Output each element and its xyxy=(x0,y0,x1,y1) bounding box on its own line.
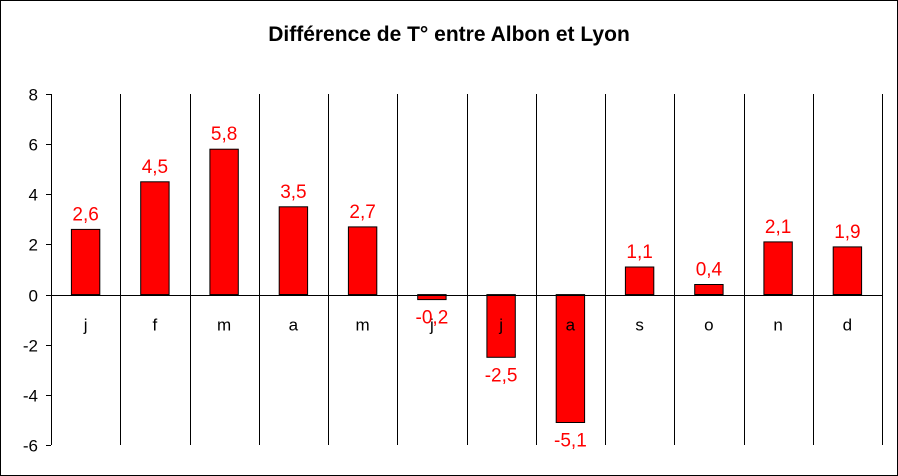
data-label: 0,4 xyxy=(696,260,723,281)
y-tick-label: 8 xyxy=(29,86,38,105)
x-tick-label: m xyxy=(217,316,231,335)
data-label: 5,8 xyxy=(211,124,237,145)
data-label: -0,2 xyxy=(416,308,449,329)
data-label: -2,5 xyxy=(485,365,518,386)
chart-title: Différence de T° entre Albon et Lyon xyxy=(268,23,630,46)
y-tick-label: 6 xyxy=(29,136,38,155)
y-tick-label: -6 xyxy=(23,437,38,456)
bar xyxy=(555,294,586,424)
bar xyxy=(486,294,516,358)
y-tick-label: -4 xyxy=(23,387,38,406)
x-tick-label: m xyxy=(356,316,370,335)
bar xyxy=(209,148,239,296)
x-tick-label: j xyxy=(498,316,503,335)
data-label: -5,1 xyxy=(554,430,587,451)
bar xyxy=(70,228,101,296)
x-tick-label: n xyxy=(773,316,782,335)
data-label: 2,6 xyxy=(72,204,98,225)
data-label: 1,1 xyxy=(626,242,652,263)
x-tick-label: a xyxy=(289,316,299,335)
data-label: 2,7 xyxy=(349,202,375,223)
bar xyxy=(763,241,793,295)
x-tick-label: j xyxy=(83,316,88,335)
x-tick-label: a xyxy=(566,316,576,335)
bar xyxy=(140,181,170,296)
bar xyxy=(278,206,309,295)
data-label: 3,5 xyxy=(280,182,306,203)
x-tick-label: f xyxy=(153,316,158,335)
x-tick-label: s xyxy=(635,316,644,335)
bar xyxy=(417,294,447,301)
y-tick-label: -2 xyxy=(23,337,38,356)
data-label: 2,1 xyxy=(765,217,791,238)
x-tick-label: j xyxy=(429,316,434,335)
bar xyxy=(832,246,863,295)
y-tick-label: 2 xyxy=(29,236,38,255)
bar xyxy=(624,266,655,296)
bar xyxy=(694,284,724,295)
y-tick-label: 4 xyxy=(29,186,38,205)
data-label: 1,9 xyxy=(834,222,860,243)
x-tick-label: o xyxy=(704,316,713,335)
y-tick-label: 0 xyxy=(29,287,38,306)
x-tick-label: d xyxy=(843,316,852,335)
data-label: 4,5 xyxy=(142,157,168,178)
bar xyxy=(347,226,378,296)
